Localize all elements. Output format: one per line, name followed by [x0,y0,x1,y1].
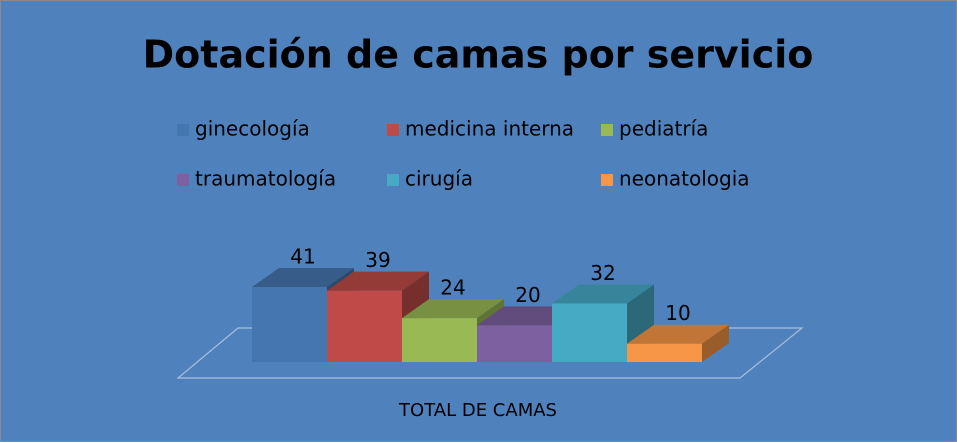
legend-swatch [387,174,399,186]
legend-label: cirugía [405,167,473,191]
data-label: 39 [365,248,390,272]
legend-label: medicina interna [405,117,574,141]
bar [627,343,702,362]
bar-top [402,299,504,319]
bar [252,287,327,362]
category-label: TOTAL DE CAMAS [398,400,557,421]
bar-side [702,324,729,362]
bar [327,290,402,362]
data-label: 24 [440,276,465,300]
bar-top [252,268,354,287]
bar-top [327,271,429,291]
legend-swatch [177,124,189,136]
legend-swatch [387,124,399,136]
legend-label: neonatologia [619,167,750,191]
bar [402,318,477,362]
data-label: 10 [665,301,690,325]
legend-label: traumatología [195,167,336,191]
chart-title: Dotación de camas por servicio [143,33,814,77]
bar-top [552,284,654,304]
data-label: 41 [290,245,315,269]
bar [552,303,627,362]
legend-swatch [601,124,613,136]
bar-top [627,324,729,344]
legend-label: ginecología [195,117,310,141]
data-label: 20 [515,283,540,307]
legend-swatch [177,174,189,186]
bar [477,325,552,362]
data-label: 32 [590,261,615,285]
floor [176,327,804,379]
legend-swatch [601,174,613,186]
legend-label: pediatría [619,117,708,141]
